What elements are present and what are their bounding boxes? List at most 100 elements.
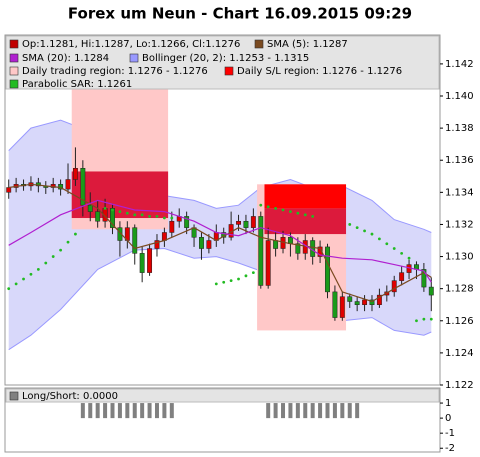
sar-dot — [392, 247, 396, 250]
sar-dot — [222, 280, 226, 284]
sar-dot — [400, 251, 404, 255]
legend-label: Parabolic SAR: 1.1261 — [22, 79, 132, 90]
candle-body — [110, 208, 115, 228]
sar-dot — [162, 216, 166, 220]
sar-dot — [51, 255, 55, 258]
sl-region — [264, 208, 347, 235]
sar-dot — [22, 277, 25, 281]
candle-body — [376, 294, 382, 305]
legend-swatch — [9, 53, 19, 63]
y-tick-label: 1.142 — [445, 59, 474, 70]
candle-body — [80, 168, 86, 206]
y-tick-label: 0 — [445, 413, 451, 424]
sar-dot — [214, 282, 218, 286]
candle-body — [147, 248, 153, 273]
y-tick-label: 1.132 — [445, 219, 474, 230]
sar-dot — [44, 261, 48, 265]
y-tick-label: 1.122 — [445, 380, 474, 391]
bar — [88, 403, 93, 419]
candle-body — [258, 216, 264, 286]
candle-body — [243, 220, 249, 228]
sar-dot — [74, 232, 77, 236]
legend-swatch — [9, 39, 19, 49]
legend-swatch — [254, 39, 264, 49]
sar-dot — [363, 229, 366, 233]
sar-dot — [266, 205, 270, 209]
y-tick-label: 1.126 — [445, 316, 474, 327]
candle-body — [139, 253, 145, 273]
bar — [310, 403, 315, 419]
sl-region — [264, 184, 347, 209]
sar-dot — [407, 256, 411, 260]
y-tick-label: 1.124 — [445, 348, 474, 359]
chart-title: Forex um Neun - Chart 16.09.2015 09:29 — [68, 5, 412, 23]
bar — [140, 403, 145, 419]
sar-dot — [415, 319, 418, 323]
bar — [147, 403, 152, 419]
sar-dot — [303, 213, 307, 217]
sar-dot — [111, 208, 114, 212]
sar-dot — [66, 240, 70, 244]
bar — [295, 403, 300, 419]
candle-body — [72, 168, 78, 180]
candle-body — [95, 211, 101, 222]
candle-body — [199, 237, 204, 249]
sar-dot — [14, 282, 18, 286]
bar — [340, 403, 345, 419]
sar-dot — [296, 211, 300, 215]
sar-dot — [422, 317, 426, 321]
candle-body — [295, 243, 301, 254]
sar-dot — [170, 216, 174, 220]
candle-body — [332, 291, 338, 318]
bar — [318, 403, 323, 419]
sar-dot — [289, 210, 292, 214]
sar-dot — [155, 215, 159, 218]
sar-dot — [7, 287, 11, 291]
y-tick-label: 1.136 — [445, 155, 474, 166]
sar-dot — [355, 226, 359, 230]
candle-body — [184, 216, 190, 228]
legend-label: SMA (20): 1.1284 — [22, 53, 109, 64]
legend-label: Daily S/L region: 1.1276 - 1.1276 — [237, 66, 402, 77]
y-tick-label: 1.128 — [445, 284, 474, 295]
sma-line — [8, 199, 432, 283]
sar-dot — [377, 237, 381, 241]
candle-body — [250, 216, 256, 228]
sar-dot — [237, 277, 240, 281]
candle-body — [273, 240, 279, 249]
candle-body — [132, 227, 138, 254]
bar — [303, 403, 308, 419]
candle-body — [206, 240, 212, 249]
sar-dot — [140, 213, 144, 217]
y-tick-label: 1 — [445, 398, 451, 409]
sar-dot — [385, 242, 389, 246]
candle-body — [87, 204, 93, 212]
bar — [273, 403, 278, 419]
bar — [347, 403, 352, 419]
candle-body — [265, 240, 271, 286]
candle-body — [399, 272, 405, 281]
bar — [117, 403, 122, 419]
y-tick-label: -2 — [445, 443, 455, 454]
bollinger-lower — [8, 247, 432, 351]
legend-swatch — [9, 391, 19, 401]
legend-swatch — [9, 79, 19, 89]
sar-dot — [36, 268, 40, 271]
bar — [332, 403, 337, 419]
legend-swatch — [129, 53, 139, 63]
bar — [325, 403, 330, 419]
sar-dot — [244, 274, 248, 278]
sar-dot — [29, 272, 33, 276]
y-tick-label: 1.138 — [445, 123, 474, 134]
legend-label: SMA (5): 1.1287 — [267, 39, 348, 50]
sma-line — [8, 183, 432, 303]
y-tick-label: 1.140 — [445, 91, 474, 102]
candle-body — [325, 246, 330, 293]
candle-body — [391, 280, 397, 293]
bar — [266, 403, 271, 419]
legend-label: Bollinger (20, 2): 1.1253 - 1.1315 — [142, 53, 309, 64]
sar-dot — [429, 317, 433, 321]
sar-dot — [133, 213, 137, 217]
